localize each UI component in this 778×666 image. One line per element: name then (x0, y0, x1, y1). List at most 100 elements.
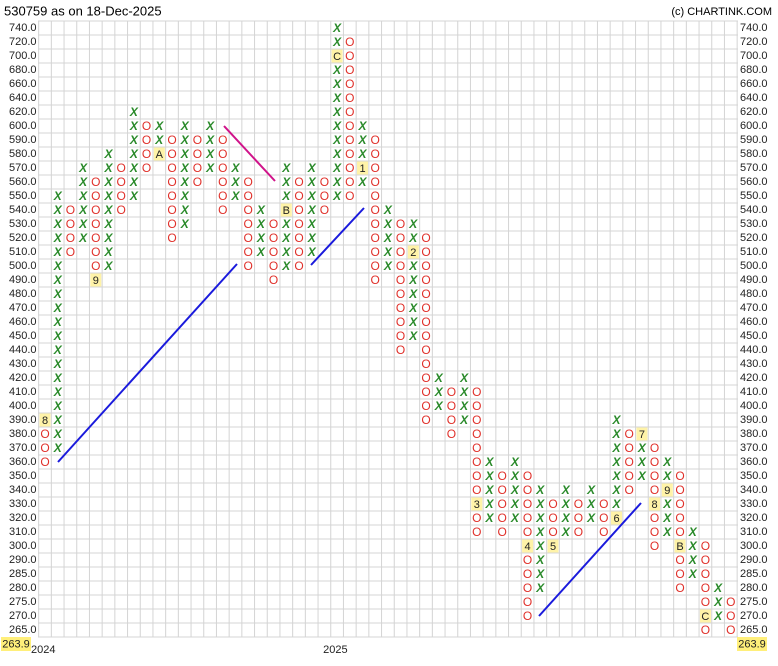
month-marker: B (283, 205, 290, 217)
y-tick-label: 510.0 (740, 246, 768, 258)
x-box: X (332, 189, 342, 203)
y-tick-label: 590.0 (740, 134, 768, 146)
y-tick-label: 285.0 (9, 568, 37, 580)
o-box: O (91, 217, 100, 231)
y-tick-label: 420.0 (740, 372, 768, 384)
x-box: X (53, 329, 63, 343)
o-box: O (701, 623, 710, 637)
y-tick-label: 340.0 (740, 484, 768, 496)
x-box: X (688, 567, 698, 581)
y-tick-label: 270.0 (9, 610, 37, 622)
x-box: X (662, 525, 672, 539)
month-marker-bg (331, 49, 343, 63)
o-box: O (218, 161, 227, 175)
x-box: X (611, 483, 621, 497)
y-tick-label: 600.0 (9, 120, 37, 132)
y-tick-label: 530.0 (740, 218, 768, 230)
o-box: O (269, 217, 278, 231)
x-box: X (408, 301, 418, 315)
o-box: O (701, 553, 710, 567)
o-box: O (498, 483, 507, 497)
o-box: O (650, 455, 659, 469)
x-box: X (611, 441, 621, 455)
o-box: O (650, 441, 659, 455)
o-box: O (523, 469, 532, 483)
o-box: O (625, 483, 634, 497)
x-box: X (307, 231, 317, 245)
x-box: X (357, 175, 367, 189)
o-box: O (167, 147, 176, 161)
x-box: X (332, 161, 342, 175)
x-box: X (332, 175, 342, 189)
x-box: X (129, 175, 139, 189)
y-tick-label: 530.0 (9, 218, 37, 230)
x-box: X (103, 175, 113, 189)
x-box: X (510, 455, 520, 469)
x-box: X (281, 217, 291, 231)
o-box: O (421, 357, 430, 371)
x-box: X (103, 245, 113, 259)
o-box: O (167, 161, 176, 175)
y-tick-label: 520.0 (9, 232, 37, 244)
x-box: X (484, 497, 494, 511)
x-box: X (307, 245, 317, 259)
x-box: X (230, 161, 240, 175)
y-tick-label: 620.0 (9, 106, 37, 118)
o-box: O (269, 259, 278, 273)
o-box: O (574, 511, 583, 525)
o-box: O (523, 609, 532, 623)
y-tick-label: 470.0 (9, 302, 37, 314)
x-box: X (459, 413, 469, 427)
y-tick-label: 540.0 (9, 204, 37, 216)
x-box: X (662, 497, 672, 511)
y-tick-label: 380.0 (740, 428, 768, 440)
x-box: X (383, 259, 393, 273)
month-marker: 1 (359, 163, 365, 175)
y-tick-label: 290.0 (9, 554, 37, 566)
y-tick-label: 360.0 (9, 456, 37, 468)
pnf-column: XXX (434, 371, 444, 413)
x-box: X (78, 231, 88, 245)
y-tick-label: 500.0 (9, 260, 37, 272)
x-box: X (53, 217, 63, 231)
o-box: O (40, 455, 49, 469)
o-box: O (345, 49, 354, 63)
o-box: O (142, 147, 151, 161)
pnf-column: OOO (599, 497, 608, 539)
x-box: X (78, 175, 88, 189)
y-tick-label: 380.0 (9, 428, 37, 440)
o-box: O (345, 147, 354, 161)
o-box: O (599, 511, 608, 525)
y-tick-label: 680.0 (9, 64, 37, 76)
o-box: O (269, 245, 278, 259)
o-box: O (117, 189, 126, 203)
x-box: X (154, 119, 164, 133)
x-box: X (129, 189, 139, 203)
o-box: O (726, 623, 735, 637)
y-tick-label: 370.0 (9, 442, 37, 454)
x-box: X (484, 511, 494, 525)
o-box: O (117, 203, 126, 217)
x-box: X (103, 203, 113, 217)
o-box: O (396, 343, 405, 357)
o-box: O (371, 217, 380, 231)
x-box: X (53, 287, 63, 301)
x-box: X (180, 175, 190, 189)
month-marker: 5 (550, 541, 556, 553)
o-box: O (167, 189, 176, 203)
month-marker-bg (674, 539, 686, 553)
o-box: O (523, 511, 532, 525)
o-box: O (701, 539, 710, 553)
x-box: X (53, 441, 63, 455)
y-tick-label: 340.0 (9, 484, 37, 496)
x-box: X (129, 161, 139, 175)
x-box: X (53, 385, 63, 399)
